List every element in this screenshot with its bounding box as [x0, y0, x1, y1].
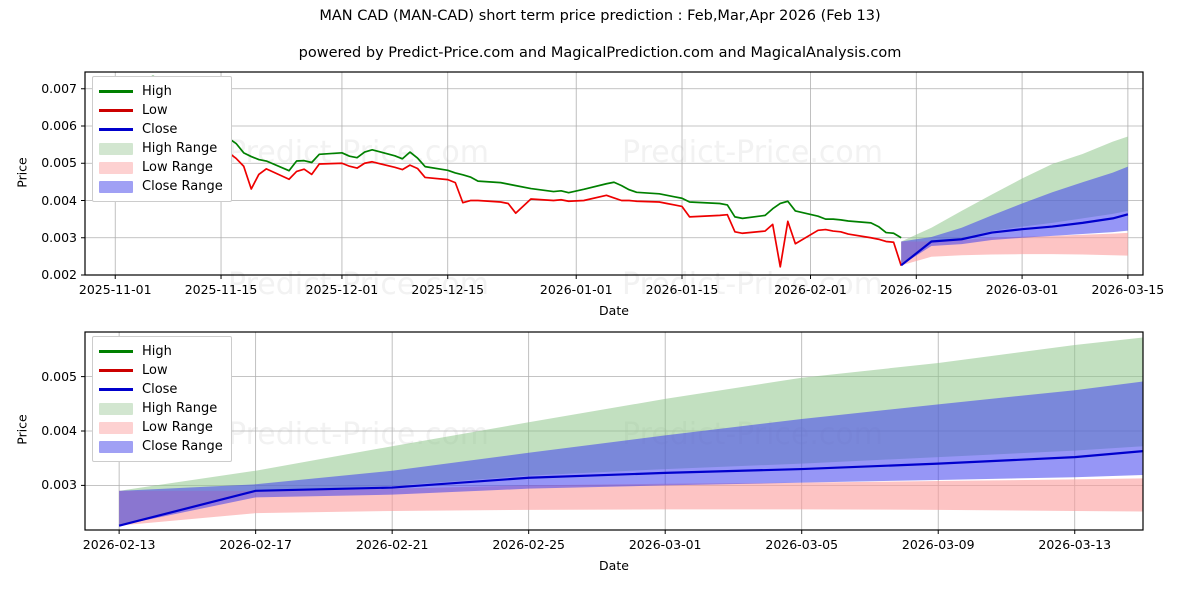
x-tick-label: 2026-01-15 — [645, 282, 719, 297]
y-tick-label: 0.005 — [41, 155, 77, 171]
legend-swatch-high-range — [99, 142, 133, 155]
legend-label: Low — [142, 103, 168, 118]
legend-swatch-high — [99, 350, 133, 353]
y-tick-label: 0.004 — [41, 423, 77, 438]
legend-label: High Range — [142, 141, 218, 156]
legend-label: Close — [142, 122, 178, 137]
legend-item: High — [99, 342, 223, 361]
y-tick-label: 0.006 — [41, 118, 77, 133]
watermark: Predict-Price.com — [228, 135, 489, 170]
legend-item: Close Range — [99, 177, 223, 196]
close-range-band — [119, 381, 1144, 526]
legend-swatch-close-range — [99, 180, 133, 193]
overview-y-axis-label: Price — [14, 156, 30, 188]
legend-swatch-low-range — [99, 421, 133, 434]
legend-label: Close Range — [142, 179, 223, 194]
forecast-x-axis-label: Date — [599, 558, 629, 573]
watermark: Predict-Price.com — [622, 267, 883, 302]
legend-label: Low — [142, 363, 168, 378]
y-tick-label: 0.002 — [41, 267, 77, 282]
legend-label: High Range — [142, 401, 218, 416]
x-tick-label: 2026-02-21 — [355, 537, 429, 552]
x-tick-label: 2025-11-15 — [184, 282, 258, 297]
legend-item: High Range — [99, 399, 223, 418]
close-range-band — [901, 166, 1128, 266]
high-line — [130, 75, 902, 239]
watermark: Predict-Price.com — [228, 267, 489, 302]
legend-item: Close — [99, 380, 223, 399]
legend-swatch-low — [99, 369, 133, 372]
y-tick-label: 0.003 — [41, 477, 77, 493]
x-tick-label: 2026-02-13 — [82, 537, 156, 552]
y-tick-label: 0.004 — [41, 192, 77, 208]
legend-item: Low — [99, 361, 223, 380]
legend-swatch-low — [99, 109, 133, 112]
legend-item: High Range — [99, 139, 223, 158]
x-tick-label: 2026-03-09 — [901, 537, 975, 552]
low-line — [129, 91, 902, 268]
watermark: Predict-Price.com — [622, 135, 883, 170]
overview-x-axis-label: Date — [599, 303, 629, 318]
overview-chart-panel: Predict-Price.com Predict-Price.com Predic… — [0, 62, 1200, 320]
x-tick-label: 2025-11-01 — [78, 282, 152, 297]
legend-label: Close Range — [142, 439, 223, 454]
x-tick-label: 2026-02-17 — [219, 537, 292, 552]
x-tick-label: 2026-02-25 — [492, 537, 565, 552]
legend-label: Close — [142, 382, 178, 397]
legend-swatch-high-range — [99, 402, 133, 415]
legend-label: Low Range — [142, 420, 213, 435]
y-tick-label: 0.003 — [41, 229, 77, 245]
close-line — [900, 213, 1129, 267]
legend-item: Low — [99, 101, 223, 120]
y-tick-label: 0.005 — [41, 368, 77, 384]
forecast-y-axis-label: Price — [14, 414, 30, 445]
y-tick-label: 0.007 — [41, 80, 77, 96]
plot-frame — [84, 71, 1144, 276]
legend-item: Close — [99, 120, 223, 139]
x-tick-label: 2026-03-13 — [1038, 537, 1112, 552]
forecast-legend: High Low Close High Range Low Range Close Ran… — [92, 336, 232, 462]
legend-item: Close Range — [99, 437, 223, 456]
legend-label: Low Range — [142, 160, 213, 175]
legend-swatch-close — [99, 128, 133, 131]
overview-legend: High Low Close High Range Low Range Close Ran… — [92, 76, 232, 202]
legend-label: High — [142, 344, 172, 359]
x-tick-label: 2026-02-15 — [879, 282, 953, 297]
legend-swatch-close-range — [99, 440, 133, 453]
x-tick-label: 2025-12-01 — [305, 282, 379, 297]
x-tick-label: 2026-03-01 — [628, 537, 702, 552]
x-tick-label: 2026-02-01 — [774, 282, 847, 297]
legend-item: Low Range — [99, 158, 223, 177]
legend-item: Low Range — [99, 418, 223, 437]
x-tick-label: 2026-01-01 — [539, 282, 613, 297]
legend-label: High — [142, 84, 172, 99]
x-tick-label: 2026-03-15 — [1091, 282, 1165, 297]
page-subtitle: powered by Predict-Price.com and Magical… — [298, 45, 902, 61]
x-tick-label: 2026-03-01 — [985, 282, 1059, 297]
x-tick-label: 2026-03-05 — [765, 537, 839, 552]
legend-swatch-low-range — [99, 161, 133, 174]
page-title: MAN CAD (MAN-CAD) short term price predi… — [319, 8, 881, 24]
close-line — [118, 450, 1144, 527]
legend-swatch-close — [99, 388, 133, 391]
x-tick-label: 2025-12-15 — [411, 282, 485, 297]
legend-swatch-high — [99, 90, 133, 93]
overview-plot: Predict-Price.com Predict-Price.com Predic… — [81, 71, 1144, 302]
legend-item: High — [99, 82, 223, 101]
